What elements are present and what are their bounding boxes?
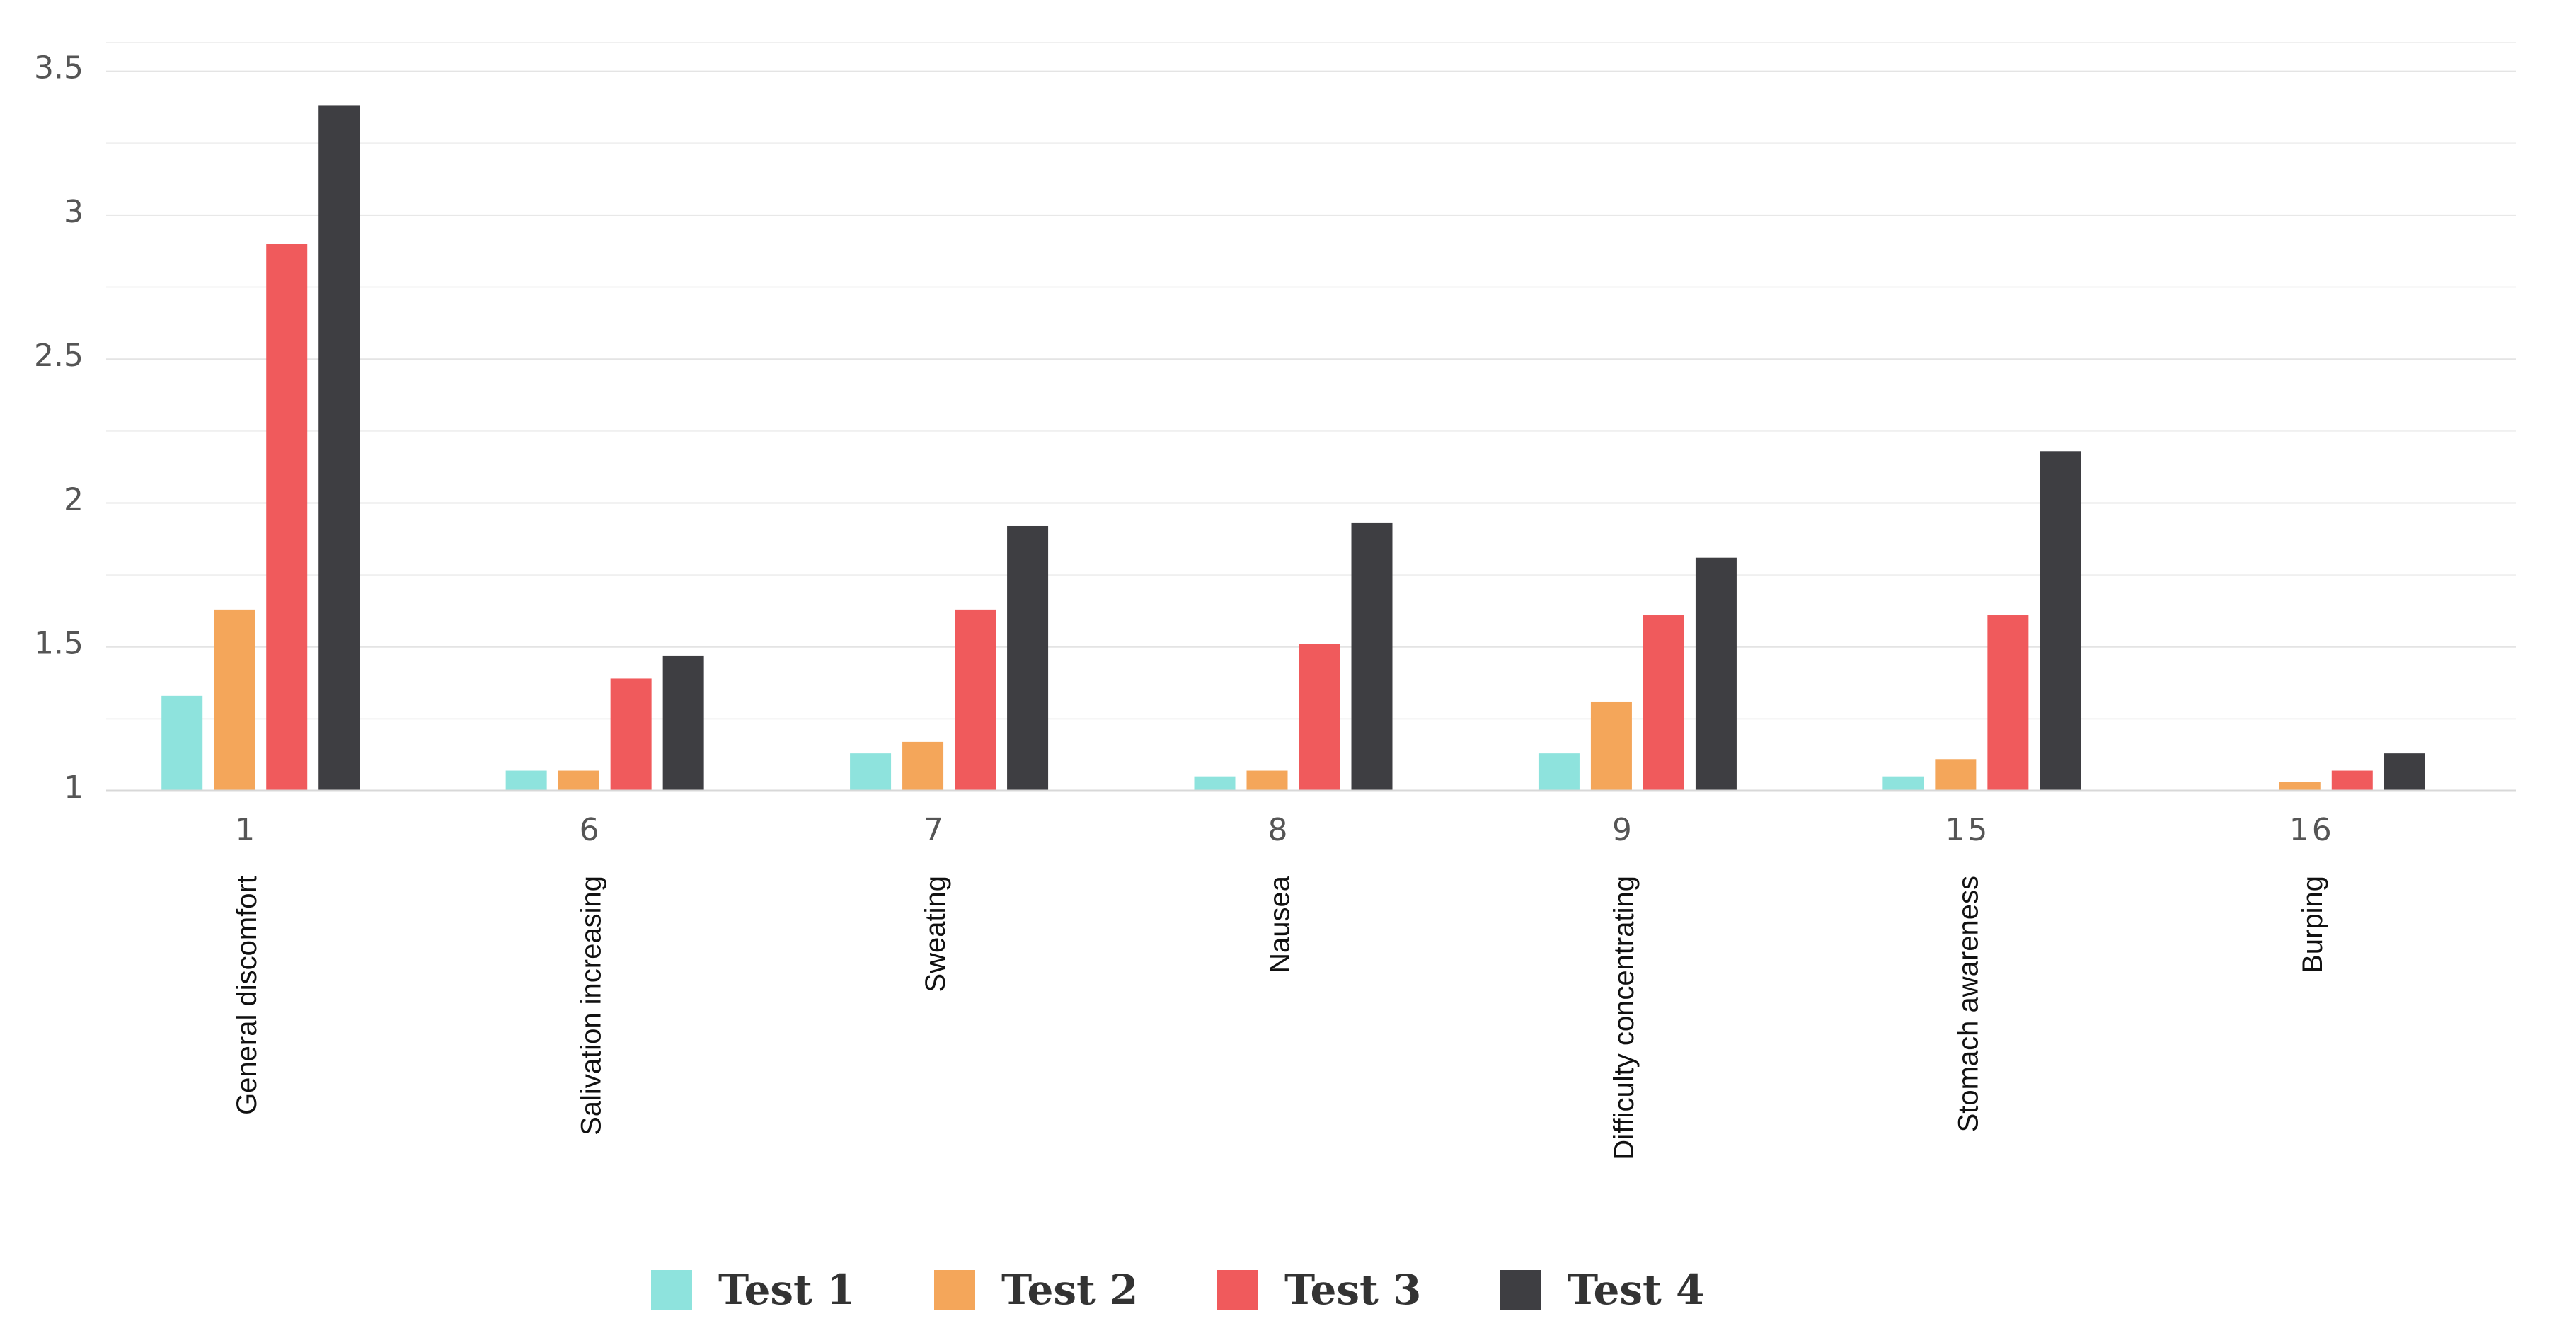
y-tick-label: 1.5	[34, 626, 84, 662]
bar-test-2-cat-9[interactable]	[1590, 701, 1632, 791]
bar-test-3-cat-15[interactable]	[1987, 615, 2029, 791]
legend-swatch	[651, 1270, 692, 1310]
bar-test-2-cat-15[interactable]	[1935, 759, 1977, 791]
bar-test-2-cat-8[interactable]	[1246, 770, 1288, 791]
category-name-label: Sweating	[920, 876, 951, 993]
y-tick-label: 2	[64, 481, 84, 517]
x-tick-label: 8	[1268, 812, 1291, 848]
x-tick-label: 7	[924, 812, 946, 848]
legend-item-test-4[interactable]: Test 4	[1500, 1266, 1704, 1314]
bar-test-1-cat-9[interactable]	[1538, 753, 1580, 791]
bar-test-2-cat-7[interactable]	[902, 741, 944, 791]
bar-test-4-cat-8[interactable]	[1351, 522, 1393, 791]
bar-test-4-cat-7[interactable]	[1007, 525, 1049, 791]
legend: Test 1 Test 2 Test 3 Test 4	[651, 1266, 1704, 1314]
bar-test-4-cat-9[interactable]	[1695, 557, 1737, 791]
bar-test-1-cat-7[interactable]	[850, 753, 892, 791]
category-name-label: Difficulty concentrating	[1609, 876, 1640, 1160]
y-tick-label: 3	[64, 194, 84, 230]
y-tick-label: 1	[64, 770, 84, 806]
legend-swatch	[1500, 1270, 1541, 1310]
bar-test-2-cat-16[interactable]	[2279, 782, 2321, 791]
bar-test-3-cat-1[interactable]	[266, 244, 308, 791]
category-name-label: Nausea	[1265, 875, 1296, 973]
bar-test-3-cat-6[interactable]	[610, 678, 652, 791]
legend-label: Test 4	[1568, 1266, 1704, 1314]
legend-item-test-3[interactable]: Test 3	[1217, 1266, 1421, 1314]
x-tick-label: 16	[2289, 812, 2335, 848]
category-name-label: General discomfort	[231, 876, 263, 1115]
bar-test-1-cat-8[interactable]	[1194, 776, 1236, 791]
bar-test-3-cat-8[interactable]	[1299, 644, 1340, 791]
legend-swatch	[934, 1270, 975, 1310]
legend-label: Test 2	[1001, 1266, 1138, 1314]
x-tick-label: 6	[580, 812, 602, 848]
category-name-label: Salivation increasing	[576, 876, 607, 1136]
bar-test-2-cat-6[interactable]	[558, 770, 599, 791]
y-tick-label: 2.5	[34, 338, 84, 374]
bar-test-4-cat-1[interactable]	[318, 105, 360, 791]
bar-test-1-cat-15[interactable]	[1882, 776, 1924, 791]
legend-item-test-2[interactable]: Test 2	[934, 1266, 1138, 1314]
bar-test-1-cat-1[interactable]	[161, 695, 203, 791]
bar-test-2-cat-1[interactable]	[214, 609, 255, 791]
x-tick-label: 9	[1612, 812, 1635, 848]
grid-lines	[106, 42, 2516, 791]
x-axis: 1 General discomfort 6 Salivation increasin…	[106, 789, 2516, 1160]
x-tick-label: 15	[1945, 812, 1990, 848]
legend-label: Test 1	[718, 1266, 855, 1314]
bar-test-3-cat-7[interactable]	[955, 609, 996, 791]
category-name-label: Burping	[2297, 876, 2328, 973]
y-axis: 1 1.5 2 2.5 3 3.5	[34, 50, 84, 806]
bar-test-3-cat-16[interactable]	[2331, 770, 2373, 791]
bar-test-4-cat-15[interactable]	[2040, 451, 2081, 791]
bar-test-4-cat-6[interactable]	[662, 655, 704, 791]
bar-test-1-cat-6[interactable]	[505, 770, 547, 791]
y-tick-label: 3.5	[34, 50, 84, 86]
bar-test-4-cat-16[interactable]	[2384, 753, 2425, 791]
legend-label: Test 3	[1284, 1266, 1421, 1314]
x-tick-label: 1	[235, 812, 258, 848]
bars	[161, 105, 2425, 791]
legend-item-test-1[interactable]: Test 1	[651, 1266, 855, 1314]
bar-test-3-cat-9[interactable]	[1643, 615, 1684, 791]
category-name-label: Stomach awareness	[1953, 876, 1984, 1132]
legend-swatch	[1217, 1270, 1258, 1310]
